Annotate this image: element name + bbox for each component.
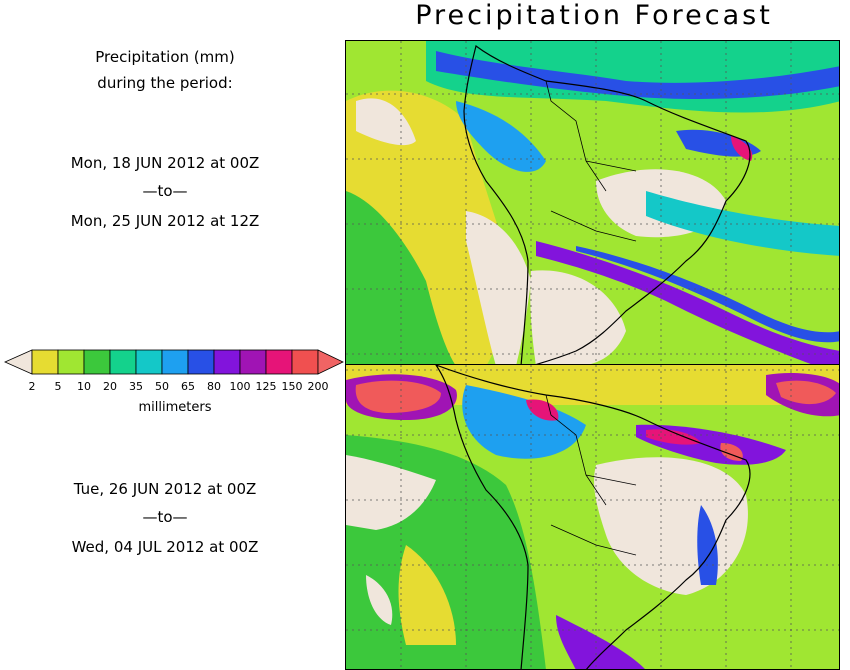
header-line-1: Precipitation (mm) bbox=[95, 48, 235, 66]
legend-tick-label: 125 bbox=[255, 380, 277, 393]
map2-zone-red-colombia bbox=[526, 399, 559, 421]
color-legend bbox=[0, 345, 345, 420]
map2-zone-blue-colombia bbox=[462, 385, 586, 459]
legend-arrow-high bbox=[317, 349, 344, 375]
legend-unit-label: millimeters bbox=[138, 400, 212, 415]
period1-end: Mon, 25 JUN 2012 at 12Z bbox=[70, 212, 260, 230]
map2-borders bbox=[545, 394, 637, 556]
legend-swatch bbox=[265, 349, 293, 375]
map2-zone-red-ne bbox=[776, 380, 836, 405]
map1-band-blue-north bbox=[436, 51, 839, 99]
legend-swatch bbox=[213, 349, 241, 375]
map2-zone-purple-south bbox=[556, 615, 645, 669]
period2-start: Tue, 26 JUN 2012 at 00Z bbox=[73, 480, 257, 498]
map1-zone-dry-argentina bbox=[530, 270, 626, 364]
legend-swatch bbox=[187, 349, 215, 375]
legend-swatch bbox=[83, 349, 111, 375]
map2-zone-red-nw bbox=[355, 380, 441, 413]
forecast-map-period2 bbox=[345, 365, 840, 670]
map2-zone-dry-pacific bbox=[346, 455, 436, 530]
map1-zone-green-sw bbox=[346, 191, 455, 364]
period1-sep: —to— bbox=[142, 182, 188, 200]
legend-tick-label: 150 bbox=[281, 380, 303, 393]
map2-coastline bbox=[435, 365, 751, 669]
legend-swatch bbox=[239, 349, 267, 375]
legend-tick-label: 5 bbox=[54, 380, 62, 393]
legend-tick-label: 10 bbox=[77, 380, 91, 393]
map-period2-svg bbox=[346, 365, 839, 669]
map1-gridlines bbox=[346, 41, 839, 364]
map1-zone-red-ne bbox=[731, 136, 753, 161]
legend-tick-label: 20 bbox=[103, 380, 117, 393]
map1-band-storm-se bbox=[536, 241, 839, 364]
legend-tick-label: 80 bbox=[207, 380, 221, 393]
map1-band-blue-se bbox=[576, 246, 839, 343]
map2-zone-red-equator bbox=[646, 429, 701, 445]
legend-tick-label: 35 bbox=[129, 380, 143, 393]
period1-start: Mon, 18 JUN 2012 at 00Z bbox=[70, 154, 260, 172]
legend-tick-label: 2 bbox=[28, 380, 36, 393]
legend-arrow-low bbox=[4, 349, 33, 375]
legend-swatch bbox=[109, 349, 137, 375]
map2-zone-dry-sw bbox=[366, 575, 393, 625]
legend-swatch bbox=[291, 349, 319, 375]
page-title: Precipitation Forecast bbox=[415, 0, 773, 31]
legend-swatch bbox=[31, 349, 59, 375]
legend-colorbar bbox=[4, 349, 344, 375]
map1-borders bbox=[545, 80, 637, 242]
map1-coastline bbox=[463, 44, 751, 364]
map-period1-svg bbox=[346, 41, 839, 364]
header-line-2: during the period: bbox=[97, 74, 233, 92]
legend-tick-label: 100 bbox=[229, 380, 251, 393]
legend-swatch bbox=[135, 349, 163, 375]
legend-tick-label: 65 bbox=[181, 380, 195, 393]
map2-zone-yellow-sw bbox=[398, 545, 456, 645]
legend-tick-label: 200 bbox=[307, 380, 329, 393]
legend-swatch bbox=[161, 349, 189, 375]
map1-zone-amazon-west bbox=[456, 101, 546, 172]
legend-swatch bbox=[57, 349, 85, 375]
map1-zone-dry-atacama bbox=[466, 211, 531, 364]
forecast-map-period1 bbox=[345, 40, 840, 365]
map1-zone-dry-pacific-nw bbox=[356, 98, 416, 146]
period2-sep: —to— bbox=[142, 508, 188, 526]
map2-gridlines bbox=[346, 365, 839, 669]
legend-tick-label: 50 bbox=[155, 380, 169, 393]
period2-end: Wed, 04 JUL 2012 at 00Z bbox=[71, 538, 259, 556]
